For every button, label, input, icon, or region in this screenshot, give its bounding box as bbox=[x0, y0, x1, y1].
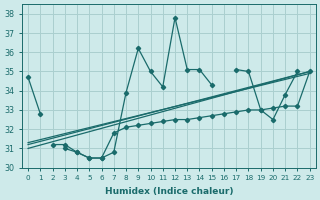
X-axis label: Humidex (Indice chaleur): Humidex (Indice chaleur) bbox=[105, 187, 233, 196]
